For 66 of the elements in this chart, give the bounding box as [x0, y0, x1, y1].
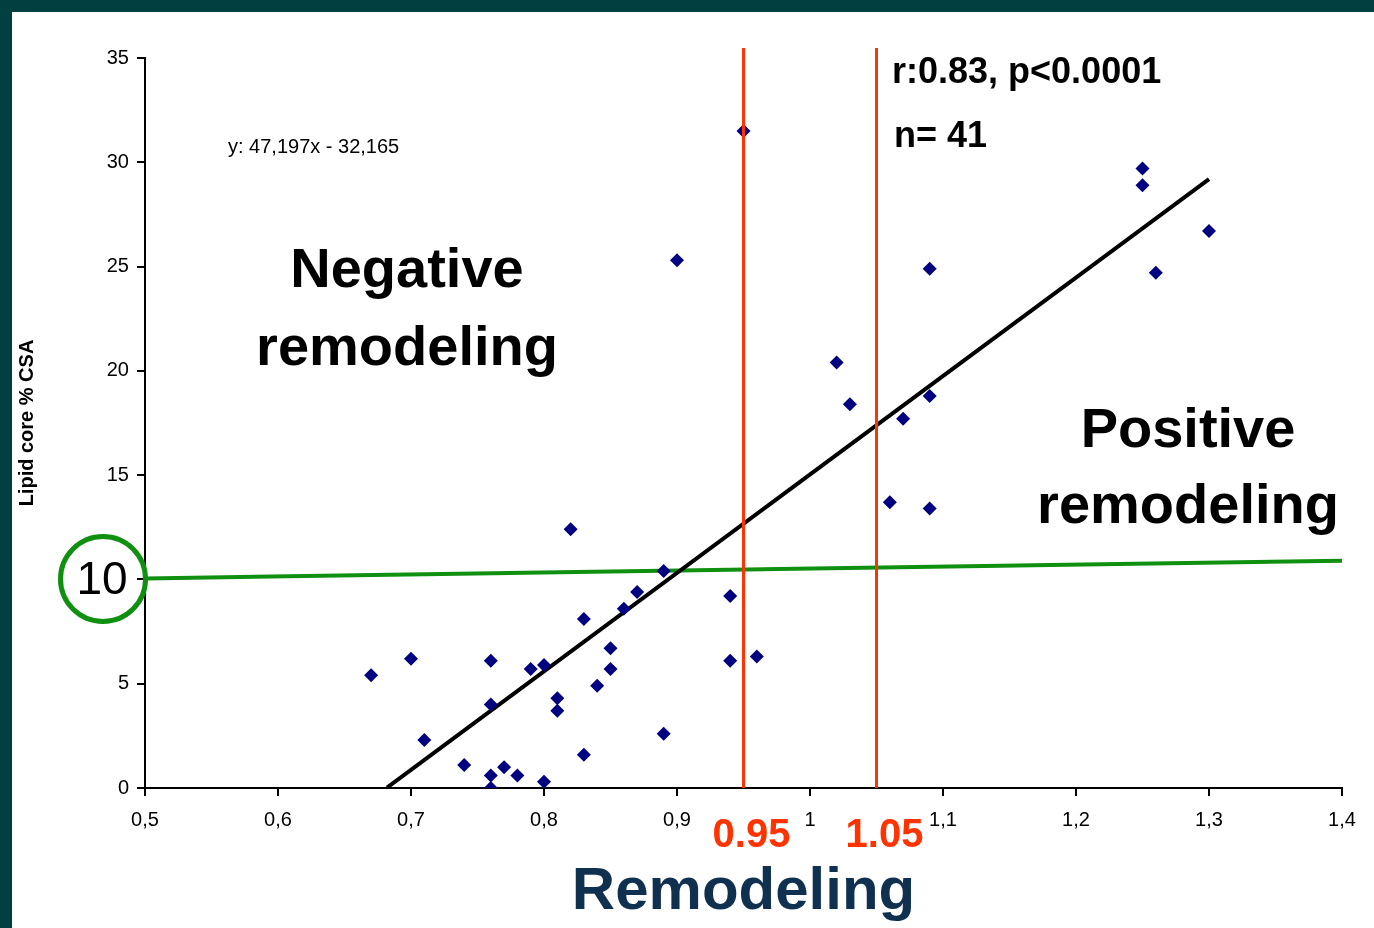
point: [590, 678, 605, 693]
point: [483, 697, 498, 712]
y-axis-title: Lipid core % CSA: [14, 339, 37, 507]
point: [656, 726, 671, 741]
point: [417, 733, 432, 748]
ref-line-label: 1.05: [845, 811, 924, 856]
x-tick-label: 0,5: [131, 807, 159, 830]
point: [523, 662, 538, 677]
y-tick-label: 20: [106, 358, 129, 381]
point: [483, 768, 498, 783]
annotation: n= 41: [894, 113, 988, 155]
x-tick-label: 1,2: [1062, 807, 1090, 830]
point: [576, 747, 591, 762]
point: [829, 355, 844, 370]
y-tick-label: 35: [106, 45, 129, 68]
x-axis-title: Remodeling: [571, 854, 916, 922]
point: [576, 612, 591, 627]
y-tick-label: 30: [106, 149, 129, 172]
point: [404, 651, 418, 666]
point: [1135, 178, 1150, 193]
point: [882, 495, 897, 510]
point: [563, 522, 578, 537]
point: [483, 653, 498, 668]
annotation: Positive remodeling: [1037, 396, 1339, 536]
point: [364, 668, 379, 683]
point: [1202, 224, 1216, 239]
y-tick-label: 25: [106, 254, 129, 277]
point: [1148, 265, 1163, 280]
x-tick-label: 0,7: [397, 807, 425, 830]
x-tick-label: 1,3: [1195, 807, 1223, 830]
point: [922, 388, 937, 403]
point: [497, 760, 512, 775]
x-tick-label: 1: [804, 807, 816, 830]
x-tick-label: 0,6: [264, 807, 292, 830]
point: [842, 397, 857, 412]
point: [550, 691, 565, 706]
point: [749, 649, 764, 664]
y-tick-label: 15: [106, 462, 129, 485]
point: [670, 253, 684, 268]
point: [896, 411, 911, 426]
point: [603, 662, 618, 677]
annotation: 10: [76, 552, 128, 605]
point: [537, 657, 551, 672]
x-tick-label: 0,9: [663, 807, 691, 830]
annotation: Negative remodeling: [256, 236, 558, 378]
point: [630, 584, 645, 599]
point: [922, 261, 937, 276]
point: [457, 758, 472, 773]
x-tick-label: 0,8: [530, 807, 558, 830]
y-tick-label: 5: [117, 671, 129, 694]
point: [616, 601, 631, 616]
point: [922, 501, 937, 516]
x-tick-label: 1,4: [1328, 807, 1356, 830]
point: [656, 564, 671, 579]
point: [550, 703, 565, 718]
point: [603, 641, 618, 656]
point: [1135, 161, 1150, 176]
point: [510, 768, 525, 783]
ref-line-label: 0.95: [712, 811, 791, 856]
y-tick-label: 0: [117, 775, 129, 798]
annotation: r:0.83, p<0.0001: [892, 49, 1162, 91]
point: [723, 653, 738, 668]
point: [723, 589, 738, 604]
x-tick-label: 1,1: [929, 807, 957, 830]
annotation: y: 47,197x - 32,165: [228, 134, 400, 157]
point: [537, 774, 551, 788]
